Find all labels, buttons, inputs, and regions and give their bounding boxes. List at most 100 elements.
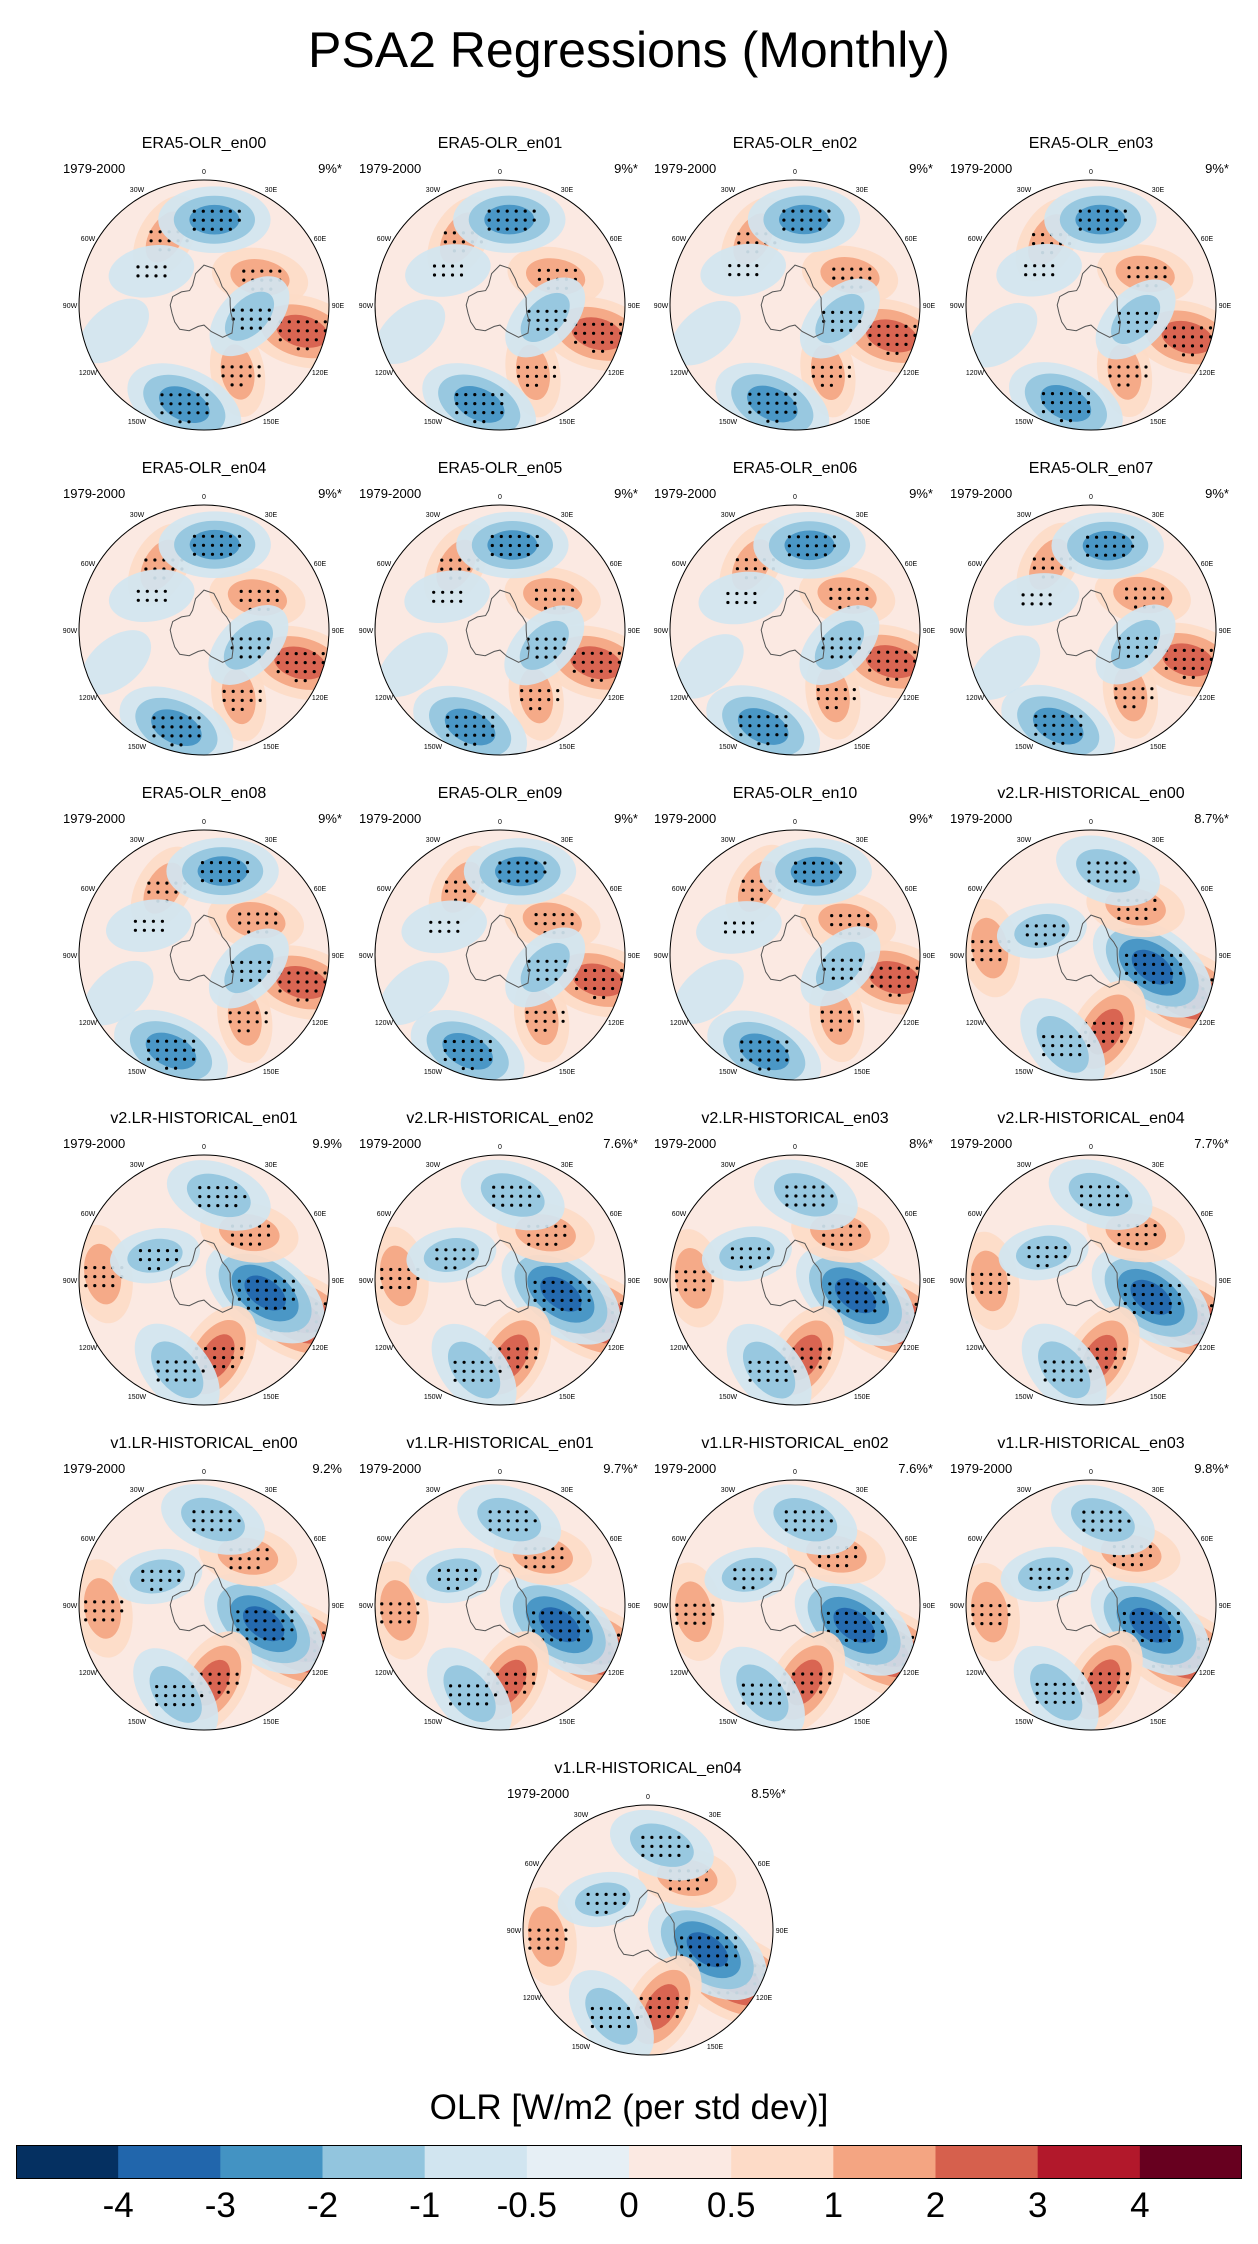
significance-dot bbox=[839, 861, 843, 865]
significance-dot bbox=[1135, 320, 1139, 324]
significance-dot bbox=[201, 534, 206, 538]
significance-dot bbox=[196, 393, 200, 397]
significance-dot bbox=[257, 655, 261, 659]
significance-dot bbox=[998, 1604, 1002, 1608]
significance-dot bbox=[1082, 1519, 1086, 1523]
colorbar-segment bbox=[16, 2145, 119, 2179]
significance-dot bbox=[775, 401, 779, 405]
significance-dot bbox=[641, 1835, 645, 1839]
map-panel: 030E60E90E120E150E180150W120W90W60W30Wv2… bbox=[354, 1110, 646, 1410]
significance-dot bbox=[210, 552, 215, 556]
significance-dot bbox=[516, 870, 520, 874]
significance-dot bbox=[858, 319, 862, 323]
significance-dot bbox=[1086, 392, 1091, 396]
longitude-label: 90E bbox=[628, 953, 641, 960]
significance-dot bbox=[526, 543, 530, 548]
significance-dot bbox=[739, 1247, 743, 1251]
significance-dot bbox=[864, 1282, 868, 1286]
significance-dot bbox=[265, 1548, 269, 1552]
significance-dot bbox=[561, 1019, 565, 1023]
significance-dot bbox=[748, 410, 752, 414]
significance-dot bbox=[234, 1204, 238, 1208]
significance-dot bbox=[1050, 566, 1054, 570]
significance-dot bbox=[1126, 1242, 1130, 1246]
significance-dot bbox=[200, 870, 205, 874]
significance-dot bbox=[534, 913, 538, 917]
significance-dot bbox=[998, 1290, 1002, 1294]
significance-dot bbox=[766, 1360, 770, 1364]
significance-dot bbox=[523, 227, 527, 231]
significance-dot bbox=[800, 1347, 804, 1351]
significance-dot bbox=[1105, 870, 1109, 874]
significance-dot bbox=[459, 273, 464, 277]
significance-dot bbox=[735, 591, 739, 596]
significance-dot bbox=[142, 928, 146, 932]
significance-dot bbox=[145, 589, 149, 593]
anomaly-contour bbox=[242, 1606, 285, 1642]
significance-dot bbox=[560, 1556, 564, 1560]
longitude-label: 0 bbox=[793, 819, 797, 826]
significance-dot bbox=[389, 1611, 393, 1615]
significance-dot bbox=[501, 1185, 505, 1189]
panel-variance: 9.7%* bbox=[603, 1461, 638, 1476]
significance-dot bbox=[174, 1378, 178, 1382]
significance-dot bbox=[205, 393, 209, 397]
significance-dot bbox=[305, 980, 309, 984]
significance-dot bbox=[470, 1066, 474, 1071]
polar-map: 030E60E90E120E150E180150W120W90W60W30W bbox=[654, 494, 936, 756]
significance-dot bbox=[537, 1937, 541, 1941]
significance-dot bbox=[1181, 335, 1186, 339]
longitude-label: 60E bbox=[1201, 1211, 1214, 1218]
significance-dot bbox=[839, 637, 843, 641]
longitude-label: 60E bbox=[758, 1861, 771, 1868]
significance-dot bbox=[1170, 980, 1174, 984]
significance-dot bbox=[213, 1365, 217, 1369]
significance-dot bbox=[278, 329, 282, 333]
panel-title: ERA5-OLR_en03 bbox=[1028, 135, 1154, 152]
significance-dot bbox=[542, 1298, 546, 1302]
significance-dot bbox=[416, 1602, 420, 1606]
panel-variance: 9.2% bbox=[312, 1461, 342, 1476]
significance-dot bbox=[837, 1309, 841, 1313]
significance-dot bbox=[473, 420, 477, 424]
significance-dot bbox=[398, 1602, 402, 1606]
longitude-label: 60W bbox=[968, 886, 983, 893]
significance-dot bbox=[380, 1602, 384, 1606]
significance-dot bbox=[239, 374, 243, 378]
significance-dot bbox=[205, 402, 209, 406]
significance-dot bbox=[868, 333, 872, 337]
significance-dot bbox=[534, 365, 539, 369]
significance-dot bbox=[850, 276, 854, 280]
significance-dot bbox=[290, 1619, 294, 1623]
significance-dot bbox=[766, 419, 770, 423]
significance-dot bbox=[294, 679, 298, 683]
significance-dot bbox=[886, 650, 890, 654]
panel-title: ERA5-OLR_en02 bbox=[732, 135, 858, 152]
anomaly-contour bbox=[784, 530, 835, 561]
significance-dot bbox=[584, 977, 588, 982]
significance-dot bbox=[1078, 209, 1082, 213]
significance-dot bbox=[1029, 1567, 1033, 1571]
significance-dot bbox=[498, 870, 502, 874]
longitude-label: 120W bbox=[79, 1670, 98, 1677]
significance-dot bbox=[305, 998, 309, 1002]
significance-dot bbox=[759, 897, 763, 901]
significance-dot bbox=[463, 880, 467, 884]
significance-dot bbox=[865, 587, 869, 591]
anomaly-contour bbox=[834, 1278, 877, 1314]
significance-dot bbox=[1071, 1682, 1075, 1686]
significance-dot bbox=[209, 870, 214, 874]
significance-dot bbox=[264, 1297, 268, 1301]
longitude-label: 150W bbox=[1015, 1394, 1034, 1401]
longitude-label: 90E bbox=[1219, 1603, 1232, 1610]
anomaly-contour bbox=[527, 1906, 566, 1967]
significance-dot bbox=[187, 393, 191, 397]
significance-dot bbox=[491, 402, 495, 406]
significance-dot bbox=[248, 365, 252, 369]
significance-dot bbox=[102, 1609, 106, 1613]
panel-variance: 9%* bbox=[1205, 486, 1229, 501]
significance-dot bbox=[191, 1694, 195, 1698]
significance-dot bbox=[1052, 924, 1056, 928]
significance-dot bbox=[1114, 209, 1118, 213]
significance-dot bbox=[188, 716, 192, 720]
